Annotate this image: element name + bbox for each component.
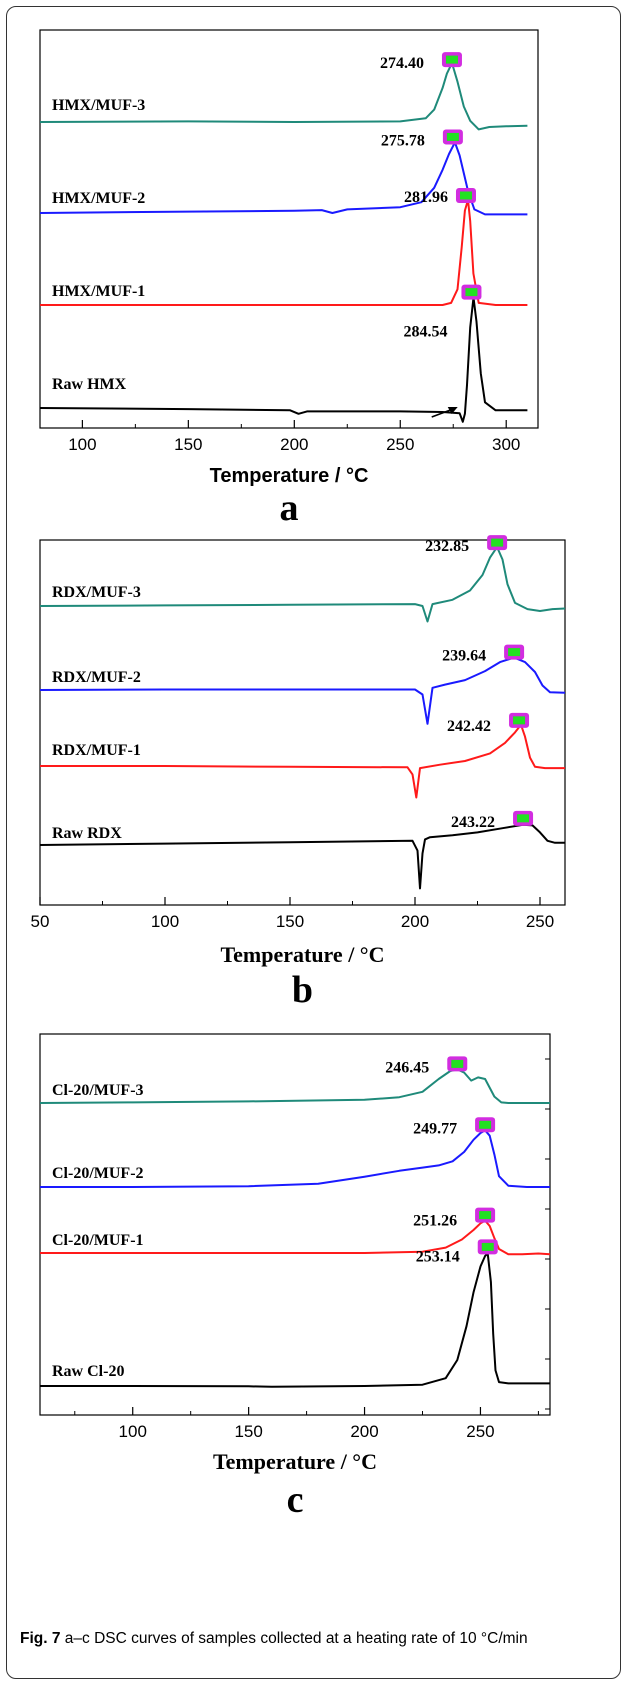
- x-axis-title: Temperature / °C: [220, 942, 384, 967]
- series-label: Cl-20/MUF-2: [52, 1165, 144, 1182]
- panel-a: 100 150 200 250 300 Temperature / °Ca HMX/MUF-…: [39, 29, 539, 529]
- x-tick-label: 250: [526, 912, 554, 931]
- x-tick-label: 200: [280, 435, 308, 454]
- peak-marker-inner: [491, 538, 504, 547]
- series-label: RDX/MUF-1: [52, 742, 141, 759]
- caption-label: Fig. 7: [20, 1630, 61, 1647]
- panel-b: 50 100 150 200 250 Temperature / °Cb RDX/MUF-3…: [31, 535, 566, 1011]
- x-axis-title: Temperature / °C: [213, 1449, 377, 1474]
- onset-arrow-head: [447, 407, 458, 414]
- x-tick-label: 200: [350, 1422, 378, 1441]
- peak-value-label: 232.85: [425, 538, 469, 555]
- series-line: [39, 141, 528, 216]
- series-label: Raw Cl-20: [52, 1363, 124, 1380]
- peak-value-label: 274.40: [380, 55, 424, 72]
- x-tick-label: 150: [174, 435, 202, 454]
- peak-value-label: 246.45: [385, 1059, 429, 1076]
- x-tick-label: 250: [466, 1422, 494, 1441]
- caption-text: a–c DSC curves of samples collected at a…: [60, 1630, 528, 1647]
- x-tick-label: 250: [386, 435, 414, 454]
- peak-marker-inner: [479, 1211, 492, 1220]
- series-label: HMX/MUF-3: [52, 97, 145, 114]
- series-label: HMX/MUF-2: [52, 190, 145, 207]
- x-tick-label: 150: [234, 1422, 262, 1441]
- peak-marker-inner: [513, 716, 526, 725]
- peak-value-label: 251.26: [413, 1213, 457, 1230]
- peak-marker-inner: [508, 648, 521, 657]
- series-label: RDX/MUF-3: [52, 584, 141, 601]
- panel-letter: c: [287, 1479, 304, 1521]
- x-tick-label: 100: [151, 912, 179, 931]
- peak-value-label: 284.54: [403, 324, 447, 341]
- peak-value-label: 281.96: [404, 189, 448, 206]
- series-label: HMX/MUF-1: [52, 283, 145, 300]
- peak-value-label: 253.14: [416, 1248, 460, 1265]
- plot-area: [39, 29, 539, 429]
- series-label: RDX/MUF-2: [52, 669, 141, 686]
- peak-value-label: 239.64: [442, 648, 486, 665]
- series-line: [39, 546, 566, 623]
- panel-letter: b: [292, 969, 313, 1011]
- peak-value-label: 249.77: [413, 1120, 457, 1137]
- series-line: [39, 62, 528, 131]
- peak-marker-inner: [446, 132, 459, 141]
- x-tick-label: 100: [119, 1422, 147, 1441]
- peak-marker-inner: [481, 1242, 494, 1251]
- x-tick-label: 150: [276, 912, 304, 931]
- figure-caption: Fig. 7 a–c DSC curves of samples collect…: [20, 1628, 610, 1650]
- series-line: [40, 1252, 550, 1388]
- figure-frame: [6, 6, 621, 1679]
- plot-area: [39, 539, 566, 906]
- x-axis-title: Temperature / °C: [210, 465, 369, 487]
- series-label: Raw HMX: [52, 376, 127, 393]
- peak-marker-inner: [451, 1059, 464, 1068]
- panel-c: 100 150 200 250 Temperature / °C c Cl-20/MUF-3…: [39, 1033, 551, 1521]
- series-line: [40, 1129, 550, 1188]
- peak-marker-inner: [479, 1120, 492, 1129]
- series-line: [39, 296, 528, 423]
- x-tick-label: 50: [31, 912, 50, 931]
- series-label: Cl-20/MUF-1: [52, 1232, 144, 1249]
- series-label: Raw RDX: [52, 825, 122, 842]
- plot-area: [39, 1033, 551, 1416]
- x-tick-label: 200: [401, 912, 429, 931]
- panel-letter: a: [280, 487, 299, 529]
- series-line: [39, 823, 565, 890]
- x-tick-label: 100: [68, 435, 96, 454]
- peak-marker-inner: [445, 55, 458, 64]
- peak-value-label: 243.22: [451, 814, 495, 831]
- peak-value-label: 242.42: [447, 718, 491, 735]
- series-label: Cl-20/MUF-3: [52, 1082, 144, 1099]
- x-tick-label: 300: [492, 435, 520, 454]
- peak-marker-inner: [459, 191, 472, 200]
- peak-value-label: 275.78: [381, 132, 425, 149]
- series-line: [39, 656, 566, 725]
- series-line: [40, 1219, 551, 1256]
- peak-marker-inner: [465, 288, 478, 297]
- peak-marker-inner: [517, 814, 530, 823]
- series-line: [40, 723, 565, 799]
